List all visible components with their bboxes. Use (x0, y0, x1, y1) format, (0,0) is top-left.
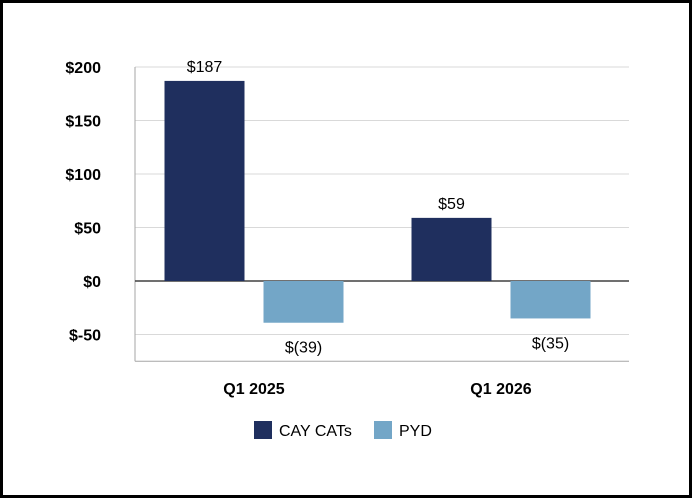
y-tick-label: $50 (74, 221, 101, 238)
data-label: $59 (438, 196, 465, 213)
legend-label: CAY CATs (279, 423, 352, 440)
y-axis-tick-labels: $200 $150 $100 $50 $0 $-50 (65, 60, 101, 345)
y-tick-label: $200 (65, 60, 101, 77)
x-axis-category-labels: Q1 2025 Q1 2026 (223, 381, 531, 398)
data-labels: $187 $(39) $59 $(35) (187, 59, 569, 357)
y-tick-label: $0 (83, 274, 101, 291)
bar (510, 281, 591, 319)
data-label: $(39) (285, 340, 322, 357)
x-category-label: Q1 2026 (470, 381, 531, 398)
data-label: $187 (187, 59, 223, 76)
legend-label: PYD (399, 423, 432, 440)
bar (164, 80, 245, 281)
legend-swatch (254, 421, 272, 439)
data-label: $(35) (532, 335, 569, 352)
bar-chart: $200$150$100$50$0$-50 $187$(39)$59$(35) … (65, 59, 629, 440)
legend-swatch (374, 421, 392, 439)
legend: CAY CATs PYD (254, 421, 432, 440)
y-tick-label: $-50 (69, 328, 101, 345)
y-tick-label: $150 (65, 114, 101, 131)
bar (263, 281, 344, 323)
bar (411, 217, 492, 281)
x-category-label: Q1 2025 (223, 381, 284, 398)
bars (164, 80, 591, 323)
y-tick-label: $100 (65, 167, 101, 184)
